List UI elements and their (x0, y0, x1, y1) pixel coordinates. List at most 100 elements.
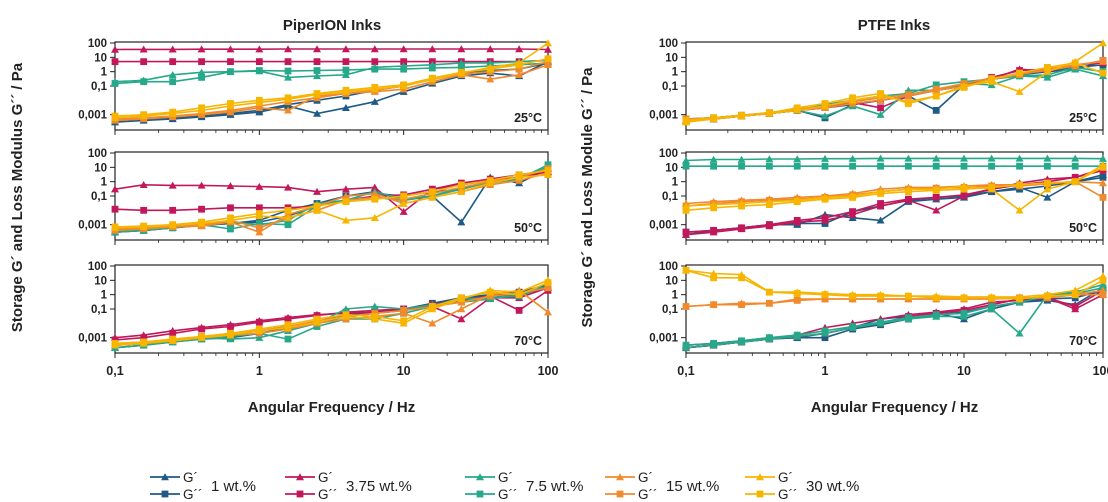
data-point-triangle (284, 183, 293, 191)
subplot-50°C: 100 10 1 0,1 0,001 50°C (78, 148, 552, 245)
data-point-square (710, 301, 718, 309)
legend-gp-label: G´ (638, 470, 653, 485)
y-tick-label: 0,1 (91, 81, 108, 93)
data-point-square (428, 303, 436, 310)
data-point-triangle (544, 39, 552, 47)
data-point-square (400, 58, 408, 66)
data-point-triangle (370, 214, 379, 222)
data-point-square (486, 288, 494, 296)
series-7.5.-gp (682, 154, 1107, 164)
subplot-25°C: 100 10 1 0,1 0,001 25°C (78, 38, 552, 135)
data-point-triangle (255, 228, 264, 236)
series-line (114, 164, 549, 232)
y-tick-label: 0,1 (662, 304, 679, 316)
series-line (115, 59, 549, 63)
panel-title: PTFE Inks (858, 17, 931, 34)
series-15.-gpp (111, 165, 552, 233)
data-point-triangle (457, 315, 466, 323)
series-line (114, 60, 549, 120)
data-point-square (1016, 69, 1023, 77)
data-point-square (313, 67, 321, 74)
data-point-square (710, 274, 718, 282)
legend-gpp-label: G´´ (318, 487, 338, 502)
data-point-triangle (457, 187, 466, 195)
data-point-square (198, 333, 205, 340)
data-point-square (255, 102, 263, 110)
data-point-square (738, 202, 745, 210)
legend-gp-label: G´ (318, 470, 333, 485)
data-point-square (284, 315, 292, 323)
data-point-square (877, 292, 884, 300)
data-point-square (400, 81, 408, 89)
data-point-square (793, 331, 801, 339)
data-point-triangle (197, 45, 206, 53)
legend-gp-label: G´ (183, 470, 198, 485)
data-point-triangle (1043, 185, 1052, 193)
data-point-triangle (904, 154, 913, 162)
data-point-triangle (226, 182, 235, 190)
y-tick-label: 1 (101, 290, 108, 302)
data-point-triangle (682, 156, 690, 164)
data-point-square (227, 323, 234, 330)
x-tick-label: 1 (256, 364, 263, 378)
y-tick-label: 1 (672, 67, 679, 79)
data-point-triangle (255, 45, 264, 53)
data-point-square (904, 195, 912, 203)
series-line (114, 174, 549, 229)
series-7.5.-gpp (111, 161, 552, 234)
y-tick-label: 10 (665, 162, 678, 174)
data-point-triangle (284, 106, 293, 114)
data-point-square (932, 162, 940, 170)
data-point-triangle (284, 73, 293, 81)
y-tick-label: 0,001 (649, 220, 678, 232)
data-point-triangle (987, 154, 996, 162)
data-point-square (1071, 303, 1079, 310)
data-point-square (198, 104, 205, 112)
legend-label: 15 wt.% (666, 478, 719, 495)
data-point-square (284, 58, 292, 66)
legend-label: 3.75 wt.% (346, 478, 412, 495)
series-30.-gp (111, 276, 552, 349)
data-point-square (169, 58, 177, 66)
data-point-square (821, 327, 829, 335)
series-30.-gp (682, 39, 1107, 126)
legend-label: 1 wt.% (211, 478, 256, 495)
temperature-label: 50°C (1069, 221, 1097, 235)
data-point-triangle (428, 45, 437, 53)
data-point-square (342, 66, 350, 74)
data-point-square (1071, 291, 1079, 299)
data-point-square (169, 108, 177, 116)
data-point-square (140, 338, 148, 346)
series-line (114, 59, 549, 83)
series-line (685, 60, 1104, 122)
data-point-square (1099, 173, 1107, 181)
data-point-square (227, 204, 234, 212)
legend-gpp-label: G´´ (638, 487, 658, 502)
data-point-square (486, 292, 494, 300)
legend-gpp-label: G´´ (778, 487, 798, 502)
data-point-triangle (544, 45, 552, 53)
data-point-square (793, 216, 801, 224)
data-point-square (960, 162, 968, 170)
data-point-triangle (313, 109, 322, 117)
series-line (685, 269, 1104, 298)
data-point-square (313, 90, 321, 97)
data-point-triangle (515, 45, 524, 53)
data-point-square (255, 325, 263, 333)
y-tick-label: 10 (94, 275, 107, 287)
data-point-square (284, 94, 292, 102)
data-point-triangle (457, 305, 466, 313)
data-point-square (960, 191, 968, 199)
series-line (685, 157, 1104, 162)
data-point-triangle (544, 308, 552, 316)
data-point-triangle (341, 216, 350, 224)
data-point-square (1099, 57, 1107, 64)
series-3.75.-gp (111, 167, 552, 215)
data-point-square (821, 100, 829, 107)
data-point-triangle (848, 154, 857, 162)
x-tick-label: 10 (957, 364, 971, 378)
data-point-triangle (1099, 154, 1107, 162)
series-line (114, 281, 549, 345)
data-point-square (255, 210, 263, 217)
